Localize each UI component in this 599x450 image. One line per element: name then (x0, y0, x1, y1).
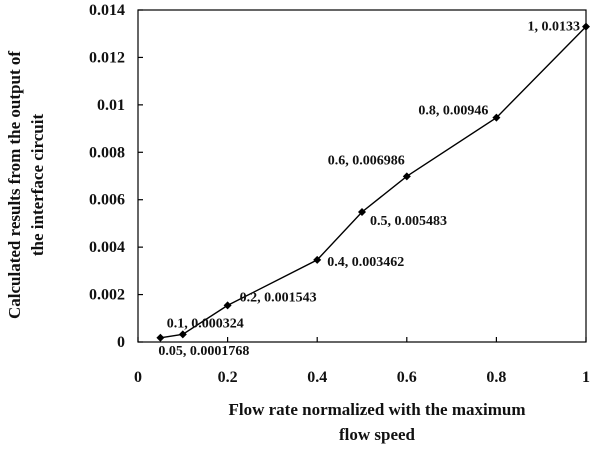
data-point-marker (224, 301, 232, 309)
x-tick-label: 0 (134, 369, 142, 386)
data-label: 0.05, 0.0001768 (158, 344, 249, 359)
data-label: 1, 0.0133 (528, 20, 581, 35)
data-point-marker (156, 334, 164, 342)
x-tick-label: 0.2 (218, 369, 238, 386)
data-label: 0.4, 0.003462 (327, 255, 404, 270)
y-tick-label: 0.014 (89, 2, 125, 19)
y-axis-title: Calculated results from the output of th… (5, 51, 47, 319)
data-labels-group: 0.05, 0.0001768 0.1, 0.000324 0.2, 0.00154… (158, 20, 580, 359)
y-tick-label: 0.006 (89, 192, 125, 209)
y-tick-label: 0.012 (89, 49, 125, 66)
x-tick-label: 0.8 (486, 369, 506, 386)
x-tick-label: 0.4 (307, 369, 327, 386)
plot-border (138, 10, 586, 342)
data-label: 0.2, 0.001543 (240, 290, 317, 305)
y-axis-title-line-2: the interface circuit (28, 114, 47, 257)
data-label: 0.8, 0.00946 (418, 104, 488, 119)
x-tick-label: 0.6 (397, 369, 417, 386)
x-axis-title-line-2: flow speed (339, 425, 416, 444)
markers-group (156, 23, 590, 342)
x-tick-label: 1 (582, 369, 590, 386)
data-label: 0.6, 0.006986 (328, 153, 405, 168)
y-tick-label: 0.01 (97, 97, 125, 114)
y-tick-label: 0.002 (89, 287, 125, 304)
x-axis-title-line-1: Flow rate normalized with the maximum (229, 400, 526, 419)
y-axis-title-line-1: Calculated results from the output of (5, 51, 24, 319)
y-tick-label: 0 (117, 334, 125, 351)
data-label: 0.5, 0.005483 (370, 214, 447, 229)
data-label: 0.1, 0.000324 (167, 316, 244, 331)
series-line (160, 27, 586, 338)
y-tick-label: 0.004 (89, 239, 125, 256)
data-point-marker (179, 330, 187, 338)
y-tick-label: 0.008 (89, 144, 125, 161)
series-line-group (160, 27, 586, 338)
plot-frame (138, 10, 586, 342)
y-axis-ticks: 0 0.002 0.004 0.006 0.008 0.01 0.012 0.014 (89, 2, 143, 351)
